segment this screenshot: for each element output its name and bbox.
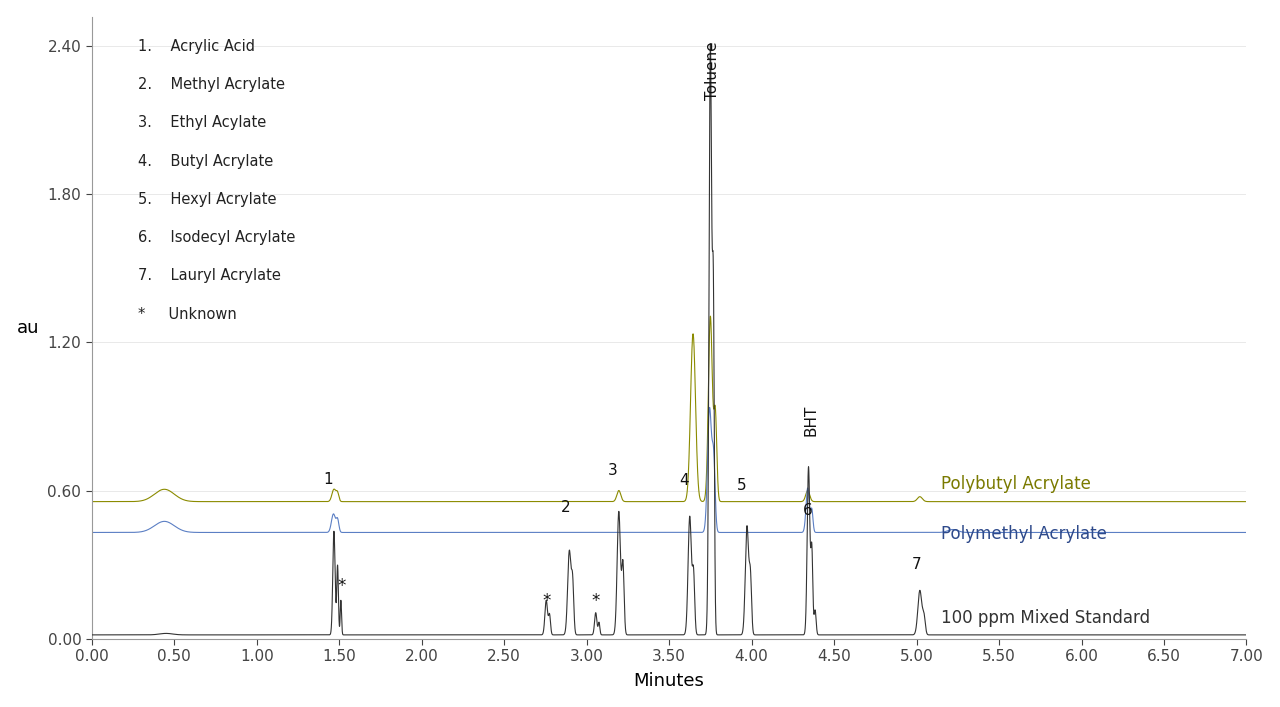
- Text: 4.    Butyl Acrylate: 4. Butyl Acrylate: [138, 153, 273, 169]
- Text: 100 ppm Mixed Standard: 100 ppm Mixed Standard: [941, 609, 1151, 626]
- Text: 5: 5: [737, 478, 746, 493]
- Text: 4: 4: [680, 473, 689, 488]
- Text: 2: 2: [561, 500, 570, 515]
- Text: 5.    Hexyl Acrylate: 5. Hexyl Acrylate: [138, 192, 276, 207]
- Text: 2.    Methyl Acrylate: 2. Methyl Acrylate: [138, 77, 285, 92]
- Text: *: *: [541, 592, 550, 610]
- Text: 3.    Ethyl Acylate: 3. Ethyl Acylate: [138, 115, 266, 130]
- X-axis label: Minutes: Minutes: [634, 672, 704, 690]
- Text: *: *: [591, 592, 600, 610]
- Text: 6: 6: [803, 503, 813, 518]
- Text: Polymethyl Acrylate: Polymethyl Acrylate: [941, 525, 1107, 543]
- Text: Polybutyl Acrylate: Polybutyl Acrylate: [941, 475, 1091, 493]
- Text: 1: 1: [324, 472, 333, 487]
- Text: BHT: BHT: [803, 405, 818, 436]
- Text: 6.    Isodecyl Acrylate: 6. Isodecyl Acrylate: [138, 230, 296, 245]
- Text: *     Unknown: * Unknown: [138, 307, 237, 322]
- Text: 1.    Acrylic Acid: 1. Acrylic Acid: [138, 39, 255, 54]
- Y-axis label: au: au: [17, 319, 40, 337]
- Text: 3: 3: [608, 463, 618, 478]
- Text: 7: 7: [911, 557, 922, 572]
- Text: 7.    Lauryl Acrylate: 7. Lauryl Acrylate: [138, 269, 280, 284]
- Text: *: *: [337, 578, 346, 595]
- Text: Toluene: Toluene: [705, 41, 721, 100]
